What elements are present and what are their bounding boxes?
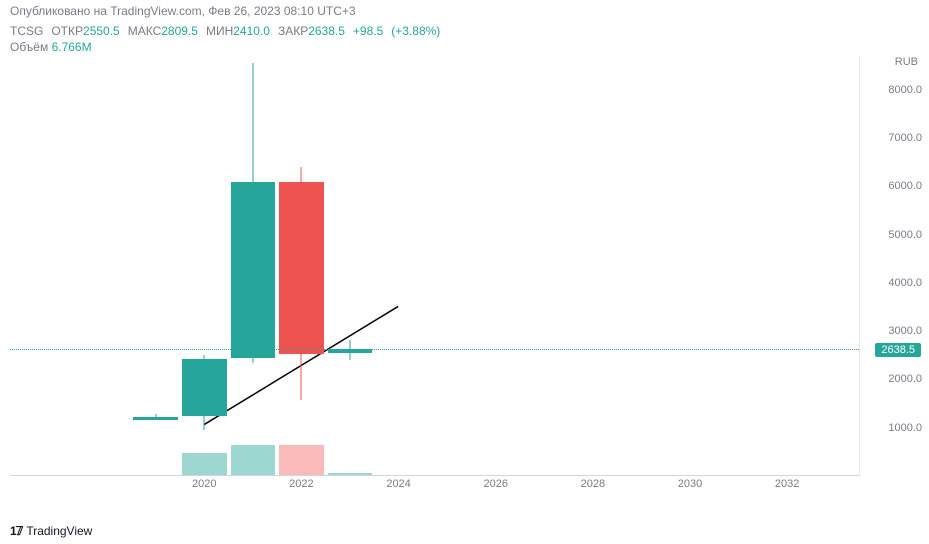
open-value: 2550.5 bbox=[83, 24, 120, 38]
currency-label: RUB bbox=[895, 56, 918, 68]
close-label: ЗАКР bbox=[278, 24, 308, 38]
ohlc-low: МИН2410.0 bbox=[206, 24, 270, 38]
volume-row: Объём 6.766M bbox=[0, 40, 929, 56]
y-tick-label: 1000.0 bbox=[867, 422, 922, 434]
y-tick-label: 8000.0 bbox=[867, 84, 922, 96]
plot-area[interactable]: 2638.5 bbox=[10, 56, 860, 476]
footer-brand: 1𝟟 TradingView bbox=[10, 524, 92, 538]
high-label: МАКС bbox=[128, 24, 162, 38]
candle-body bbox=[231, 182, 276, 358]
candle-body bbox=[182, 359, 227, 415]
y-tick-label: 7000.0 bbox=[867, 132, 922, 144]
ohlc-close: ЗАКР2638.5 bbox=[278, 24, 345, 38]
candle-body bbox=[279, 182, 324, 355]
candle bbox=[182, 56, 227, 476]
ohlc-row: TCSG ОТКР2550.5 МАКС2809.5 МИН2410.0 ЗАК… bbox=[0, 22, 929, 40]
ohlc-open: ОТКР2550.5 bbox=[51, 24, 119, 38]
low-label: МИН bbox=[206, 24, 233, 38]
candle bbox=[231, 56, 276, 476]
last-price-line: 2638.5 bbox=[10, 349, 859, 350]
ticker-symbol: TCSG bbox=[10, 24, 43, 38]
y-tick-label: 5000.0 bbox=[867, 229, 922, 241]
x-tick-label: 2026 bbox=[483, 478, 507, 490]
high-value: 2809.5 bbox=[161, 24, 198, 38]
x-axis: 2020 2022 2024 2026 2028 2030 2032 bbox=[10, 478, 860, 498]
volume-label: Объём bbox=[10, 40, 48, 54]
change-pct: (+3.88%) bbox=[391, 24, 440, 38]
candle bbox=[133, 56, 178, 476]
y-axis: RUB 1000.0 2000.0 3000.0 4000.0 5000.0 6000.0… bbox=[862, 56, 922, 476]
ohlc-high: МАКС2809.5 bbox=[128, 24, 198, 38]
y-tick-label: 6000.0 bbox=[867, 180, 922, 192]
x-tick-label: 2020 bbox=[192, 478, 216, 490]
low-value: 2410.0 bbox=[233, 24, 270, 38]
y-tick-label: 3000.0 bbox=[867, 325, 922, 337]
publish-header: Опубликовано на TradingView.com, Фев 26,… bbox=[0, 0, 929, 22]
close-value: 2638.5 bbox=[308, 24, 345, 38]
chart-container[interactable]: 2638.5 RUB 1000.0 2000.0 3000.0 4000.0 5000.… bbox=[0, 56, 929, 516]
candle bbox=[328, 56, 373, 476]
volume-value: 6.766M bbox=[52, 40, 92, 54]
y-tick-label: 4000.0 bbox=[867, 277, 922, 289]
x-tick-label: 2030 bbox=[678, 478, 702, 490]
published-text: Опубликовано на TradingView.com, Фев 26,… bbox=[10, 4, 356, 18]
tradingview-logo-icon: 1𝟟 bbox=[10, 524, 22, 538]
change-abs: +98.5 bbox=[353, 24, 383, 38]
brand-text: TradingView bbox=[26, 524, 92, 538]
candle bbox=[279, 56, 324, 476]
x-tick-label: 2022 bbox=[289, 478, 313, 490]
x-tick-label: 2032 bbox=[775, 478, 799, 490]
x-tick-label: 2024 bbox=[386, 478, 410, 490]
x-tick-label: 2028 bbox=[581, 478, 605, 490]
open-label: ОТКР bbox=[51, 24, 83, 38]
y-tick-label: 2000.0 bbox=[867, 373, 922, 385]
candle-body bbox=[133, 417, 178, 420]
